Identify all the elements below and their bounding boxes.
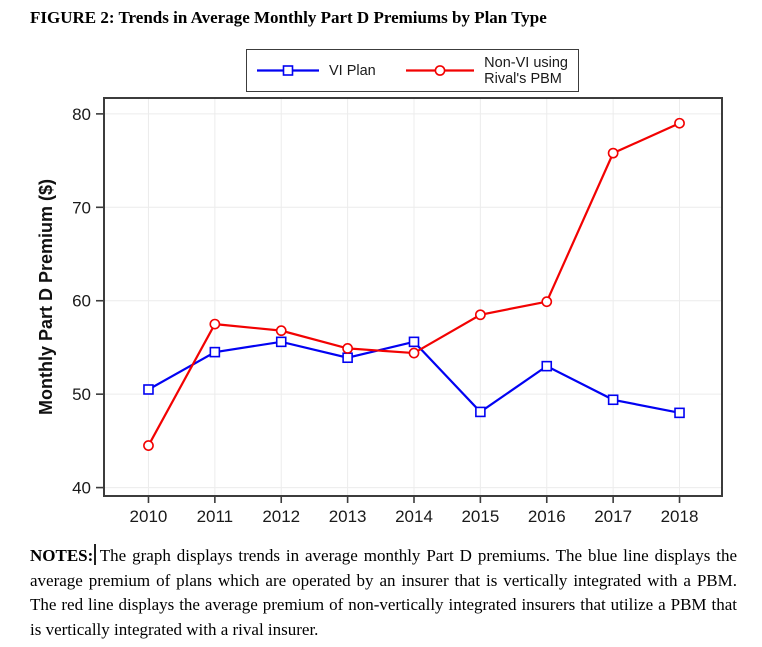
- data-point-non-vi-using-rival-s-pbm-2013: [342, 342, 354, 354]
- notes-text: The graph displays trends in average mon…: [30, 546, 737, 639]
- data-point-non-vi-using-rival-s-pbm-2014: [408, 347, 420, 359]
- square-marker-icon: [282, 65, 294, 76]
- x-tick-label: 2010: [130, 507, 168, 526]
- legend-item-non-vi: Non-VI using Rival's PBM: [406, 55, 568, 87]
- data-point-vi-plan-2016: [541, 360, 553, 372]
- circle-marker-icon: [434, 65, 446, 76]
- data-point-vi-plan-2017: [607, 394, 619, 406]
- y-axis-title: Monthly Part D Premium ($): [36, 179, 56, 415]
- legend-label-vi-plan: VI Plan: [329, 62, 376, 79]
- data-point-non-vi-using-rival-s-pbm-2016: [541, 296, 553, 308]
- legend: VI Plan Non-VI using Rival's PBM: [246, 49, 579, 92]
- legend-label-non-vi-line1: Non-VI using: [484, 54, 568, 71]
- legend-item-vi-plan: VI Plan: [257, 63, 376, 79]
- x-tick-label: 2018: [661, 507, 699, 526]
- x-tick-label: 2011: [197, 507, 234, 526]
- legend-label-non-vi: Non-VI using Rival's PBM: [484, 55, 568, 87]
- text-cursor-icon: [94, 544, 96, 565]
- y-tick-label: 80: [72, 105, 91, 124]
- data-point-non-vi-using-rival-s-pbm-2012: [275, 325, 287, 337]
- data-point-vi-plan-2018: [674, 407, 685, 419]
- x-tick-label: 2012: [262, 507, 300, 526]
- data-point-non-vi-using-rival-s-pbm-2011: [209, 318, 221, 330]
- data-point-non-vi-using-rival-s-pbm-2015: [474, 309, 486, 321]
- legend-line-sample-non-vi: [406, 65, 475, 76]
- data-point-vi-plan-2011: [209, 346, 221, 358]
- chart-canvas: 40 50 60 70 80 2010 2011 2012 2013 2014 2015 2016 20…: [36, 97, 723, 526]
- data-point-vi-plan-2012: [275, 336, 287, 348]
- plot-border: [103, 97, 723, 497]
- figure-title: FIGURE 2: Trends in Average Monthly Part…: [30, 8, 547, 27]
- x-tick-label: 2015: [461, 507, 499, 526]
- data-point-non-vi-using-rival-s-pbm-2018: [674, 117, 685, 129]
- legend-line-sample-vi-plan: [257, 65, 319, 76]
- x-tick-label: 2016: [528, 507, 566, 526]
- x-tick-label: 2017: [594, 507, 632, 526]
- data-point-vi-plan-2014: [408, 336, 420, 348]
- data-point-non-vi-using-rival-s-pbm-2010: [143, 440, 154, 451]
- y-tick-label: 60: [72, 292, 91, 311]
- y-tick-label: 70: [72, 198, 91, 217]
- y-tick-label: 40: [72, 479, 91, 498]
- notes: NOTES: The graph displays trends in avera…: [30, 544, 737, 642]
- data-point-vi-plan-2013: [342, 352, 353, 364]
- data-point-vi-plan-2015: [475, 406, 486, 418]
- y-tick-label: 50: [72, 385, 91, 404]
- data-point-vi-plan-2010: [143, 384, 154, 395]
- x-tick-label: 2013: [329, 507, 367, 526]
- x-tick-label: 2014: [395, 507, 433, 526]
- data-point-non-vi-using-rival-s-pbm-2017: [607, 147, 619, 159]
- legend-label-non-vi-line2: Rival's PBM: [484, 70, 562, 87]
- notes-label: NOTES:: [30, 546, 94, 565]
